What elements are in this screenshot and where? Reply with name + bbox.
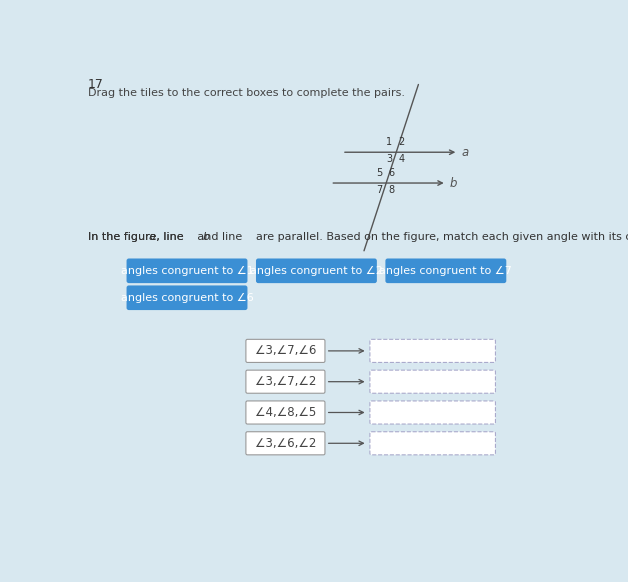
Text: 8: 8	[389, 184, 394, 194]
Text: ∠3,∠6,∠2: ∠3,∠6,∠2	[255, 436, 316, 450]
Text: 7: 7	[376, 184, 382, 194]
Text: ∠3,∠7,∠2: ∠3,∠7,∠2	[255, 375, 316, 388]
Text: ∠3,∠7,∠6: ∠3,∠7,∠6	[255, 345, 316, 357]
Text: 3: 3	[386, 154, 392, 164]
FancyBboxPatch shape	[246, 370, 325, 393]
Text: angles congruent to ∠1: angles congruent to ∠1	[121, 266, 253, 276]
FancyBboxPatch shape	[386, 258, 506, 283]
Text: Drag the tiles to the correct boxes to complete the pairs.: Drag the tiles to the correct boxes to c…	[88, 88, 405, 98]
FancyBboxPatch shape	[370, 370, 495, 393]
Text: ∠4,∠8,∠5: ∠4,∠8,∠5	[255, 406, 316, 419]
FancyBboxPatch shape	[370, 401, 495, 424]
Text: 6: 6	[389, 168, 394, 178]
Text: 4: 4	[399, 154, 404, 164]
Text: 1: 1	[386, 137, 392, 147]
Text: b: b	[450, 176, 457, 190]
FancyBboxPatch shape	[127, 285, 247, 310]
Text: angles congruent to ∠7: angles congruent to ∠7	[379, 266, 512, 276]
FancyBboxPatch shape	[256, 258, 377, 283]
Text: a: a	[149, 232, 156, 242]
Text: 2: 2	[399, 137, 405, 147]
FancyBboxPatch shape	[127, 258, 247, 283]
Text: 5: 5	[376, 168, 382, 178]
FancyBboxPatch shape	[370, 339, 495, 363]
Text: 17: 17	[88, 77, 104, 91]
FancyBboxPatch shape	[370, 432, 495, 455]
Text: angles congruent to ∠6: angles congruent to ∠6	[121, 293, 253, 303]
FancyBboxPatch shape	[246, 401, 325, 424]
Text: a: a	[462, 146, 468, 159]
FancyBboxPatch shape	[246, 339, 325, 363]
Text: In the figure, line: In the figure, line	[88, 232, 187, 242]
Text: In the figure, line     and line     are parallel. Based on the figure, match ea: In the figure, line and line are paralle…	[88, 232, 628, 242]
FancyBboxPatch shape	[246, 432, 325, 455]
Text: angles congruent to ∠2: angles congruent to ∠2	[250, 266, 383, 276]
Text: b: b	[202, 232, 210, 242]
